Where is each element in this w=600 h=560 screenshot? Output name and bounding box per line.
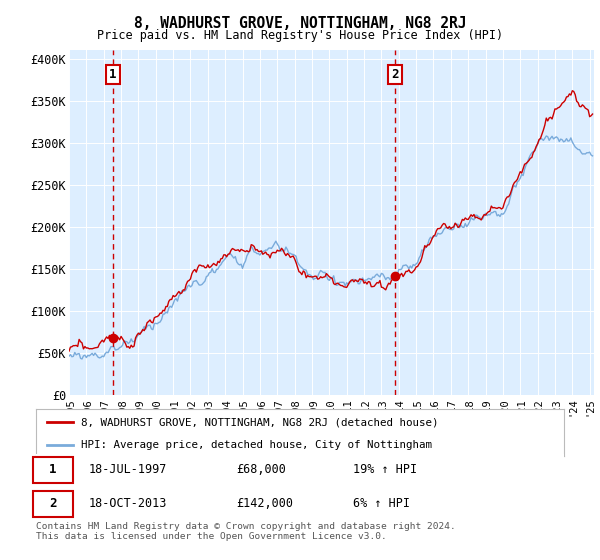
Text: 8, WADHURST GROVE, NOTTINGHAM, NG8 2RJ (detached house): 8, WADHURST GROVE, NOTTINGHAM, NG8 2RJ (…: [81, 417, 439, 427]
Text: 18-OCT-2013: 18-OCT-2013: [89, 497, 167, 510]
FancyBboxPatch shape: [34, 458, 73, 483]
Text: £142,000: £142,000: [236, 497, 293, 510]
Text: 1: 1: [109, 68, 117, 81]
Text: Contains HM Land Registry data © Crown copyright and database right 2024.
This d: Contains HM Land Registry data © Crown c…: [36, 522, 456, 542]
Text: 2: 2: [49, 497, 56, 510]
Text: 6% ↑ HPI: 6% ↑ HPI: [353, 497, 410, 510]
Text: Price paid vs. HM Land Registry's House Price Index (HPI): Price paid vs. HM Land Registry's House …: [97, 29, 503, 43]
Text: 19% ↑ HPI: 19% ↑ HPI: [353, 463, 417, 476]
Text: 18-JUL-1997: 18-JUL-1997: [89, 463, 167, 476]
Text: £68,000: £68,000: [236, 463, 287, 476]
Text: 2: 2: [391, 68, 399, 81]
Text: 1: 1: [49, 463, 56, 476]
Text: HPI: Average price, detached house, City of Nottingham: HPI: Average price, detached house, City…: [81, 440, 432, 450]
FancyBboxPatch shape: [34, 491, 73, 517]
Text: 8, WADHURST GROVE, NOTTINGHAM, NG8 2RJ: 8, WADHURST GROVE, NOTTINGHAM, NG8 2RJ: [134, 16, 466, 31]
